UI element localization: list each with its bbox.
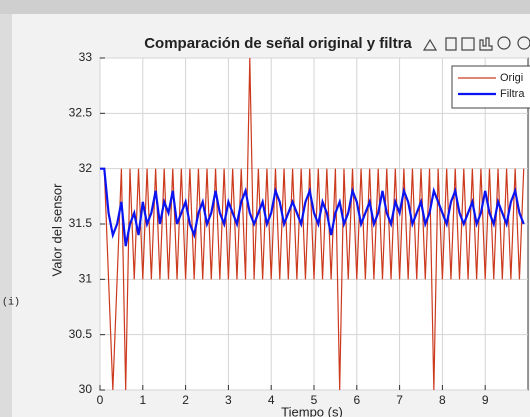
legend-label: Origi	[500, 72, 523, 84]
y-tick-label: 32	[79, 161, 93, 175]
y-tick-label: 30.5	[69, 327, 93, 341]
x-tick-label: 6	[353, 393, 360, 407]
x-tick-label: 7	[396, 393, 403, 407]
side-label: (i)	[2, 297, 20, 309]
x-tick-label: 2	[182, 393, 189, 407]
y-tick-label: 31.5	[69, 216, 93, 230]
toolbar-icon[interactable]	[445, 37, 457, 51]
grid	[99, 57, 528, 391]
toolbar-icon[interactable]	[479, 37, 493, 51]
x-tick-label: 5	[311, 393, 318, 407]
x-tick-label: 8	[439, 393, 446, 407]
x-tick-label: 1	[139, 393, 146, 407]
left-margin	[0, 14, 12, 417]
axes-toolbar[interactable]	[422, 36, 530, 51]
data-line	[100, 167, 525, 247]
x-tick-label: 9	[482, 393, 489, 407]
x-axis-label: Tiempo (s)	[281, 404, 343, 417]
toolbar-icon[interactable]	[497, 36, 511, 50]
legend-label: Filtra	[500, 88, 525, 100]
legend: Origi Filtra	[451, 65, 530, 109]
toolbar-icon[interactable]	[461, 37, 475, 51]
toolbar-icon[interactable]	[422, 38, 438, 51]
window-toolbar	[0, 0, 530, 14]
x-tick-label: 0	[97, 393, 104, 407]
chart-title: Comparación de señal original y filtra	[144, 35, 412, 52]
x-tick-label: 4	[268, 393, 275, 407]
y-tick-label: 33	[79, 50, 93, 64]
legend-box	[451, 65, 530, 109]
x-tick-label: 3	[225, 393, 232, 407]
toolbar-icon[interactable]	[517, 36, 530, 50]
y-tick-label: 31	[79, 272, 93, 286]
y-tick-label: 30	[79, 382, 93, 396]
y-tick-label: 32.5	[69, 106, 93, 120]
data-line	[100, 58, 525, 390]
y-axis-label: Valor del sensor	[49, 183, 64, 277]
